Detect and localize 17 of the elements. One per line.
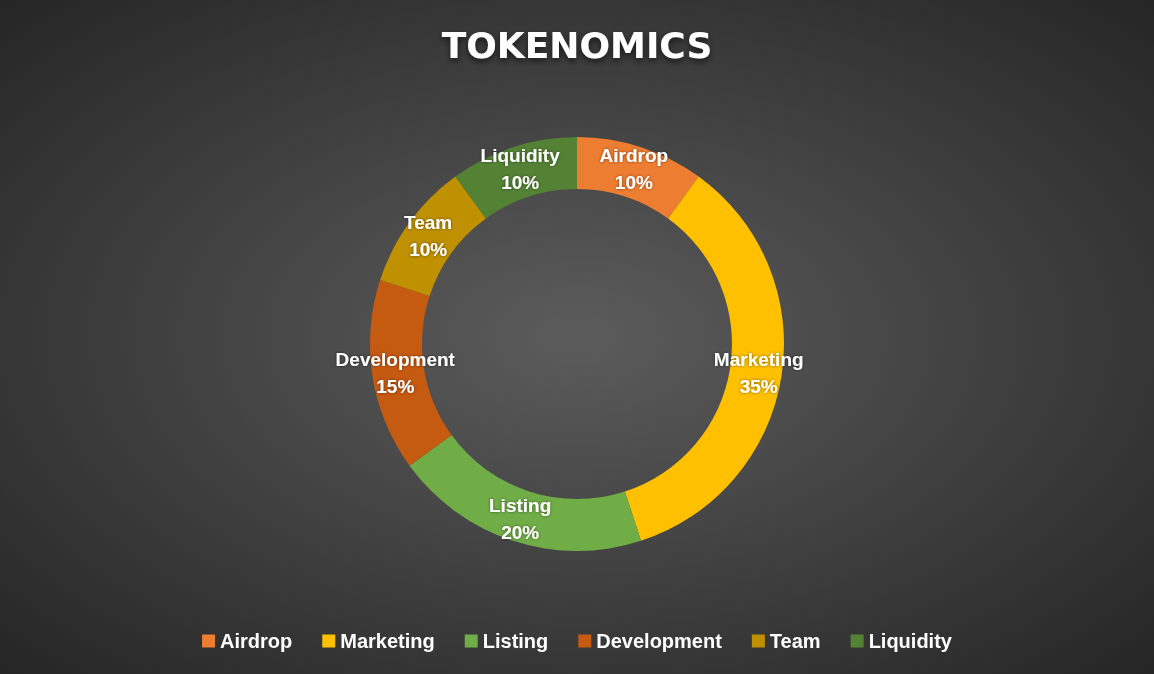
legend-label: Listing bbox=[482, 630, 549, 652]
slice-label: Airdrop bbox=[599, 145, 669, 167]
chart-title: TOKENOMICS bbox=[441, 24, 713, 66]
legend-label: Team bbox=[769, 630, 821, 652]
data-label: 20% bbox=[501, 521, 540, 543]
slice-label: Team bbox=[404, 211, 453, 233]
legend-label: Development bbox=[596, 630, 723, 652]
legend-label: Marketing bbox=[340, 630, 435, 652]
data-label: 10% bbox=[614, 172, 653, 194]
data-label: 10% bbox=[501, 172, 540, 194]
data-label: 10% bbox=[409, 238, 448, 260]
legend-label: Liquidity bbox=[868, 630, 953, 652]
slice-label: Listing bbox=[489, 494, 552, 516]
slice-label: Liquidity bbox=[480, 145, 561, 167]
data-label: 15% bbox=[376, 375, 415, 397]
data-label: 35% bbox=[739, 375, 778, 397]
legend-label: Airdrop bbox=[220, 630, 293, 652]
